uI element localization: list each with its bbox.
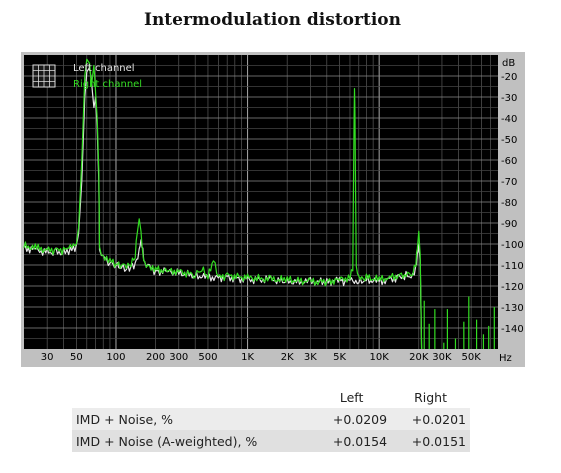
- x-tick-label: 200: [146, 352, 165, 363]
- col-left-header: Left: [312, 386, 392, 408]
- table-row: IMD + Noise, % +0.0209 +0.0201: [72, 408, 470, 430]
- y-tick-label: -100: [501, 240, 524, 251]
- imd-chart: 30 50 100 200 300 500 1K 2K 3K 5K 10K 20K 30K 50K -20 -…: [21, 52, 525, 367]
- col-right-header: Right: [391, 386, 470, 408]
- x-tick-label: 100: [106, 352, 125, 363]
- row-label: IMD + Noise, %: [72, 408, 313, 430]
- x-tick-label: 10K: [370, 352, 390, 363]
- x-tick-label: 500: [198, 352, 217, 363]
- series-group: [23, 58, 495, 350]
- x-tick-label: 50: [70, 352, 83, 363]
- x-tick-label: 3K: [304, 352, 317, 363]
- x-tick-label: 300: [169, 352, 188, 363]
- left-value: +0.0154: [312, 430, 392, 452]
- results-table: Left Right IMD + Noise, % +0.0209 +0.020…: [72, 386, 470, 452]
- row-label: IMD + Noise (A-weighted), %: [72, 430, 313, 452]
- x-tick-label: 2K: [281, 352, 294, 363]
- y-tick-label: -140: [501, 324, 524, 335]
- right-value: +0.0151: [391, 430, 470, 452]
- y-tick-label: -70: [501, 177, 517, 188]
- y-tick-label: -90: [501, 219, 517, 230]
- x-axis-unit: Hz: [499, 353, 512, 364]
- y-tick-label: -130: [501, 303, 524, 314]
- chart-title: Intermodulation distortion: [144, 10, 401, 30]
- results-header-row: Left Right: [72, 386, 470, 408]
- legend-left-channel: Left channel: [73, 63, 135, 74]
- y-tick-label: -80: [501, 198, 517, 209]
- grid: [24, 55, 498, 349]
- y-tick-label: -110: [501, 261, 524, 272]
- legend-right-channel: Right channel: [73, 79, 142, 90]
- y-tick-label: -30: [501, 93, 517, 104]
- y-axis-unit: dB: [502, 58, 515, 69]
- tick-labels: 30 50 100 200 300 500 1K 2K 3K 5K 10K 20K 30K 50K -20 -…: [41, 72, 524, 363]
- x-tick-label: 20K: [409, 352, 429, 363]
- table-row: IMD + Noise (A-weighted), % +0.0154 +0.0…: [72, 430, 470, 452]
- x-tick-label: 1K: [241, 352, 254, 363]
- x-tick-label: 30: [41, 352, 54, 363]
- left-value: +0.0209: [312, 408, 392, 430]
- x-tick-label: 5K: [333, 352, 346, 363]
- y-tick-label: -60: [501, 156, 517, 167]
- x-tick-label: 30K: [432, 352, 452, 363]
- y-tick-label: -120: [501, 282, 524, 293]
- y-tick-label: -40: [501, 114, 517, 125]
- y-tick-label: -20: [501, 72, 517, 83]
- y-tick-label: -50: [501, 135, 517, 146]
- series-line-right: [23, 58, 423, 350]
- right-value: +0.0201: [391, 408, 470, 430]
- x-tick-label: 50K: [461, 352, 481, 363]
- legend-icon: [32, 64, 56, 88]
